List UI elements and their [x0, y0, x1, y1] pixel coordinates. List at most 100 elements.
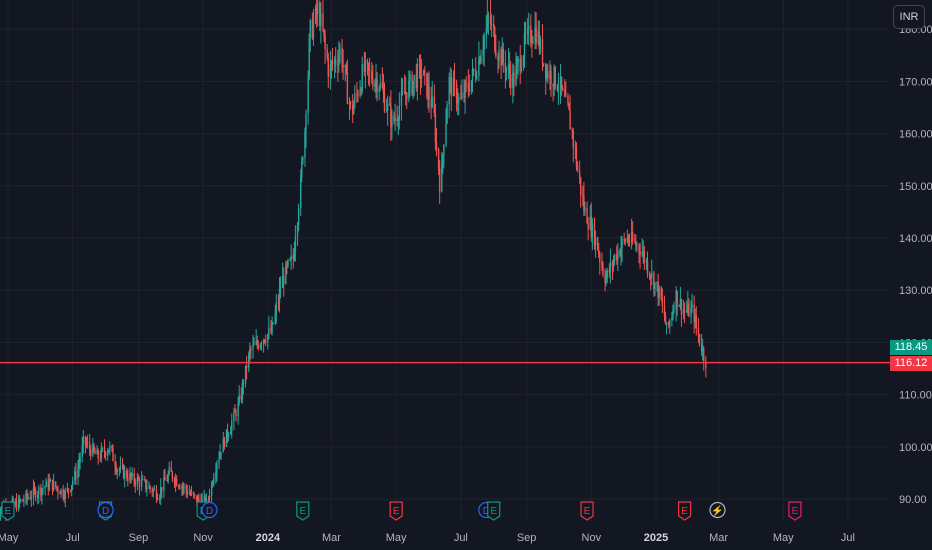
candle-body	[62, 489, 64, 497]
candle-body	[55, 481, 57, 487]
candle-body	[537, 30, 539, 44]
earnings-icon	[678, 501, 692, 521]
candle-body	[409, 74, 411, 82]
candle	[483, 32, 485, 67]
candle	[646, 251, 649, 278]
candle	[578, 160, 581, 184]
candle-body	[378, 87, 380, 93]
candle	[213, 472, 215, 487]
candle-body	[583, 196, 585, 211]
candle	[277, 294, 280, 311]
candle	[268, 316, 270, 340]
candle	[57, 485, 59, 500]
candle-body	[353, 104, 355, 115]
candle-body	[210, 484, 213, 497]
candle-body	[286, 264, 288, 266]
candle-body	[164, 477, 166, 481]
candle-body	[508, 64, 511, 75]
candle	[66, 482, 69, 494]
candle	[167, 470, 169, 484]
candle	[542, 63, 545, 67]
candle-body	[470, 80, 473, 92]
event-markers[interactable]: EEDEDEEDEEE⚡E	[1, 501, 802, 521]
candle-body	[549, 70, 551, 79]
candle	[297, 203, 300, 232]
candle-body	[17, 498, 20, 510]
candle-body	[596, 237, 599, 251]
candle-body	[179, 486, 181, 489]
candle	[111, 444, 113, 452]
candle	[449, 67, 451, 94]
candle	[567, 92, 569, 107]
candle	[431, 80, 433, 109]
candle	[210, 481, 213, 503]
candle-body	[571, 129, 573, 132]
candle	[245, 355, 248, 380]
candle	[524, 21, 527, 45]
candle	[576, 161, 579, 173]
candle-body	[283, 275, 285, 284]
candle	[480, 49, 482, 64]
earnings-event-marker[interactable]: E	[296, 501, 310, 521]
earnings-event-marker[interactable]: E	[580, 501, 594, 521]
candle	[672, 304, 674, 321]
candle-body	[485, 28, 488, 37]
candle	[438, 159, 441, 204]
earnings-event-marker[interactable]: E	[678, 501, 692, 521]
candle-body	[567, 95, 569, 104]
earnings-event-marker[interactable]: E	[389, 501, 403, 521]
candle	[645, 257, 648, 271]
candle-body	[617, 250, 619, 260]
candle	[519, 44, 521, 85]
candle	[398, 92, 401, 130]
earnings-event-marker[interactable]: E	[788, 501, 802, 521]
candle-body	[366, 60, 369, 64]
earnings-event-marker[interactable]: E	[1, 501, 15, 521]
dividend-event-marker[interactable]: D	[201, 501, 218, 519]
dividend-event-marker[interactable]: D	[97, 501, 114, 519]
candle	[0, 506, 2, 521]
candle	[255, 329, 257, 346]
candle	[623, 232, 625, 245]
candle-body	[411, 74, 413, 94]
candle	[81, 436, 83, 463]
candle	[561, 84, 564, 92]
candle	[22, 498, 24, 502]
candle	[23, 494, 25, 508]
candle	[234, 404, 236, 413]
candle-body	[552, 84, 554, 87]
candle	[60, 488, 62, 499]
candle	[434, 103, 437, 151]
candle-body	[690, 307, 692, 317]
time-axis[interactable]: May Jul Sep Nov 2024 Mar May Jul Sep Nov 2025 Mar Ma…	[0, 532, 855, 544]
candle-body	[100, 448, 103, 459]
candle-body	[160, 487, 162, 498]
candle	[155, 485, 158, 504]
candle	[560, 76, 563, 97]
candle-body	[335, 59, 337, 64]
candle	[344, 64, 346, 82]
candle-body	[656, 281, 658, 283]
candle-body	[623, 239, 625, 241]
candle	[604, 268, 606, 292]
candle-body	[20, 499, 22, 502]
candle	[123, 465, 126, 488]
candle-body	[144, 479, 146, 481]
split-event-marker[interactable]: ⚡	[709, 501, 726, 519]
candle-body	[612, 260, 615, 267]
candle	[683, 302, 686, 324]
candle	[537, 20, 539, 46]
price-axis[interactable]: 90.00100.00110.00120.00130.00140.00150.0…	[899, 24, 932, 506]
earnings-event-marker[interactable]: E	[487, 501, 501, 521]
candle-body	[77, 468, 79, 479]
currency-button[interactable]: INR	[893, 5, 925, 29]
candle-body	[700, 344, 703, 352]
candle-body	[643, 251, 646, 263]
candle	[353, 100, 355, 115]
candle-body	[627, 237, 630, 242]
candle	[136, 472, 139, 491]
candle	[305, 109, 307, 148]
candle-body	[406, 92, 408, 100]
candle	[101, 446, 104, 452]
